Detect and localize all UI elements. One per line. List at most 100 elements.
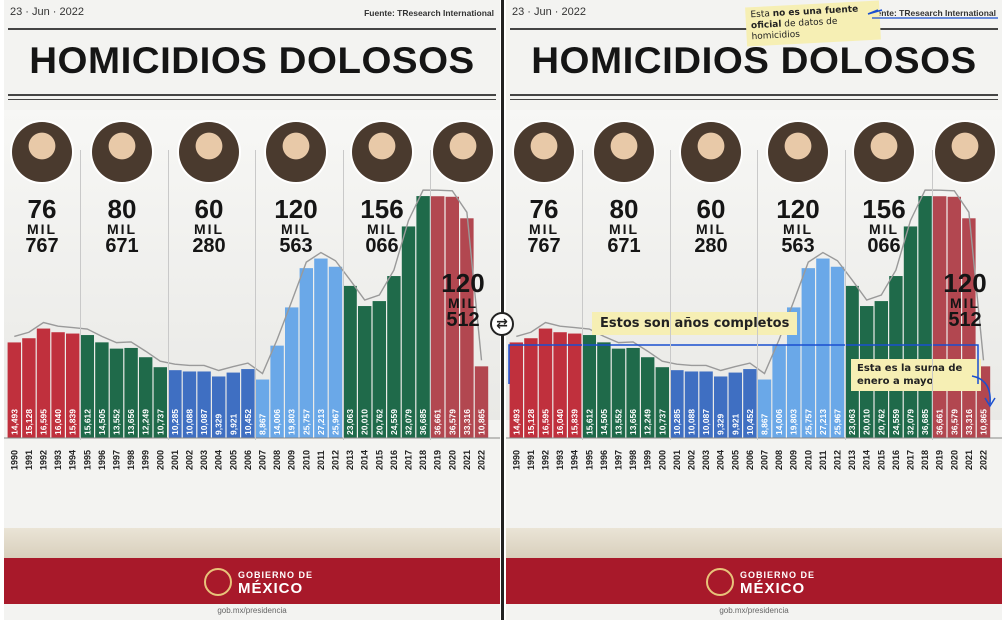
- portrait-pena-icon: [352, 122, 412, 182]
- bar-1994: [66, 333, 80, 438]
- annotated-infographic: 23 · Jun · 2022 Fuente: TResearch Intern…: [506, 0, 1002, 620]
- date-label: 23 · Jun · 2022: [10, 6, 84, 18]
- bar-2018: [416, 196, 430, 438]
- footer-strip: [4, 528, 500, 558]
- value-label: 15,839: [570, 409, 580, 435]
- year-tick-label: 2014: [862, 450, 872, 470]
- value-label: 25,757: [803, 409, 813, 435]
- year-tick-label: 1994: [570, 450, 580, 470]
- bar-2001: [168, 370, 182, 438]
- term-total-total-line2: 066: [867, 235, 901, 257]
- bar-1998: [124, 347, 138, 438]
- term-total-total-line1: 120: [441, 268, 485, 298]
- year-tick-label: 2006: [745, 450, 755, 470]
- note-bold2: oficial: [750, 19, 782, 32]
- term-total: 60 MIL 280: [671, 196, 751, 256]
- term-total-total-line1: 60: [194, 194, 224, 224]
- year-tick-label: 1993: [555, 450, 565, 470]
- year-tick-label: 2001: [672, 450, 682, 470]
- value-label: 25,967: [833, 409, 843, 435]
- year-tick-label: 2020: [447, 450, 457, 470]
- value-label: 9,921: [228, 413, 238, 435]
- portrait-zedillo-icon: [92, 122, 152, 182]
- gov-seal-icon: [204, 568, 232, 596]
- term-separator: [255, 150, 257, 440]
- gov-line1: GOBIERNO DE: [238, 570, 314, 580]
- term-total-total-line2: 512: [948, 309, 982, 331]
- value-label: 10,865: [477, 409, 487, 435]
- value-label: 14,006: [774, 409, 784, 435]
- bar-2005: [728, 372, 742, 438]
- term-total: 120 MIL 512: [423, 270, 500, 330]
- footer-band: [4, 558, 500, 604]
- bar-1999: [139, 357, 153, 438]
- term-total-total-line2: 671: [105, 235, 139, 257]
- portrait-calderon-icon: [768, 122, 828, 182]
- year-tick-label: 2005: [228, 450, 238, 470]
- portrait-amlo-icon: [433, 122, 493, 182]
- term-total-total-line1: 120: [274, 194, 318, 224]
- value-label: 32,079: [404, 409, 414, 435]
- note-text3: homicidios: [751, 29, 801, 43]
- term-total-total-unit: MIL: [106, 221, 138, 237]
- term-total-total-unit: MIL: [280, 221, 312, 237]
- year-tick-label: 2007: [258, 450, 268, 470]
- year-tick-label: 1992: [39, 450, 49, 470]
- value-label: 14,505: [97, 409, 107, 435]
- value-label: 36,661: [433, 409, 443, 435]
- title-rule-thin: [8, 99, 496, 100]
- value-label: 10,737: [155, 409, 165, 435]
- year-tick-label: 2018: [920, 450, 930, 470]
- bar-1996: [95, 342, 109, 438]
- value-label: 13,656: [126, 409, 136, 435]
- bar-1997: [109, 348, 124, 438]
- value-label: 16,595: [541, 409, 551, 435]
- term-separator: [844, 150, 846, 440]
- term-separator: [167, 150, 169, 440]
- term-total: 156 MIL 066: [844, 196, 924, 256]
- value-label: 27,213: [316, 409, 326, 435]
- term-total-total-line2: 563: [781, 235, 815, 257]
- original-infographic: 23 · Jun · 2022 Fuente: TResearch Intern…: [4, 0, 500, 620]
- year-tick-label: 1993: [53, 450, 63, 470]
- value-label: 12,249: [643, 409, 653, 435]
- value-label: 12,249: [141, 409, 151, 435]
- portrait-fox-icon: [681, 122, 741, 182]
- bar-2002: [182, 371, 197, 438]
- value-label: 19,803: [287, 409, 297, 435]
- bar-2017: [903, 226, 918, 438]
- date-label: 23 · Jun · 2022: [512, 6, 586, 18]
- value-label: 16,040: [53, 409, 63, 435]
- year-tick-label: 2021: [964, 450, 974, 470]
- year-tick-label: 1994: [68, 450, 78, 470]
- gov-line2: MÉXICO: [740, 580, 806, 597]
- year-tick-label: 2013: [345, 450, 355, 470]
- bar-2006: [743, 369, 757, 438]
- source-label: Fuente: TResearch International: [866, 8, 996, 18]
- trend-line: [14, 189, 483, 375]
- footer-band: [506, 558, 1002, 604]
- year-tick-label: 2014: [360, 450, 370, 470]
- bar-2006: [241, 369, 255, 438]
- term-total: 60 MIL 280: [169, 196, 249, 256]
- term-separator: [669, 150, 671, 440]
- term-separator: [757, 150, 759, 440]
- value-label: 19,803: [789, 409, 799, 435]
- value-label: 14,505: [599, 409, 609, 435]
- bar-2010: [299, 268, 313, 438]
- value-label: 23,063: [847, 409, 857, 435]
- bar-2017: [401, 226, 416, 438]
- value-label: 13,552: [112, 409, 122, 435]
- term-total: 80 MIL 671: [584, 196, 664, 256]
- note-bold: suma de: [914, 363, 963, 374]
- year-tick-label: 2010: [301, 450, 311, 470]
- bar-2021: [460, 218, 474, 438]
- partial-year-note: Esta es la suma de enero a mayo: [851, 359, 981, 391]
- chart-title: HOMICIDIOS DOLOSOS: [531, 40, 977, 81]
- value-label: 25,757: [301, 409, 311, 435]
- year-tick-label: 2019: [935, 450, 945, 470]
- year-tick-label: 1991: [526, 450, 536, 470]
- term-total-total-line2: 066: [365, 235, 399, 257]
- note-text: Esta: [750, 9, 773, 21]
- term-total-total-unit: MIL: [695, 221, 727, 237]
